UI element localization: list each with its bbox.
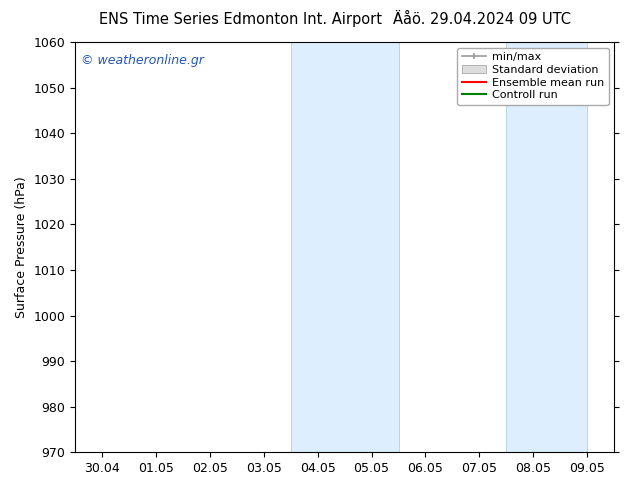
Text: Äåö. 29.04.2024 09 UTC: Äåö. 29.04.2024 09 UTC — [393, 12, 571, 27]
Bar — [507, 42, 587, 452]
Legend: min/max, Standard deviation, Ensemble mean run, Controll run: min/max, Standard deviation, Ensemble me… — [458, 48, 609, 105]
Text: © weatheronline.gr: © weatheronline.gr — [81, 54, 204, 67]
Bar — [291, 42, 399, 452]
Text: ENS Time Series Edmonton Int. Airport: ENS Time Series Edmonton Int. Airport — [100, 12, 382, 27]
Y-axis label: Surface Pressure (hPa): Surface Pressure (hPa) — [15, 176, 28, 318]
